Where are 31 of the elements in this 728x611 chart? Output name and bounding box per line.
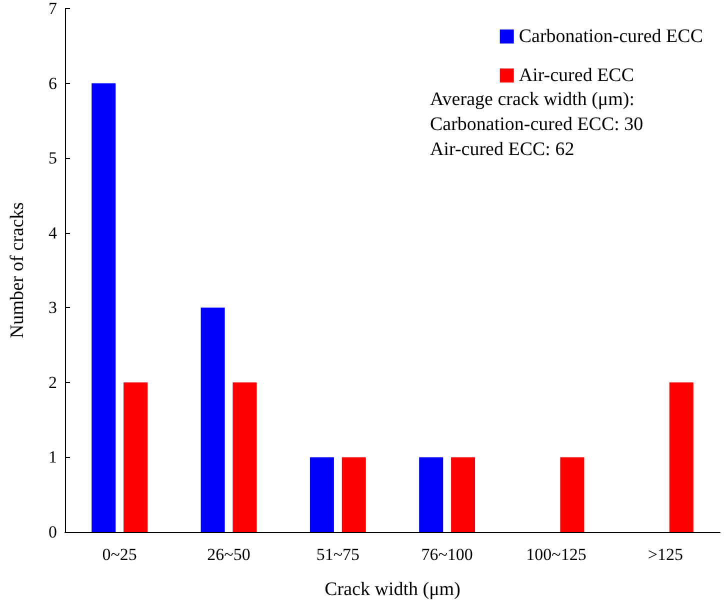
- y-tick-label: 6: [48, 74, 57, 93]
- y-tick-label: 4: [48, 223, 58, 242]
- bar: [310, 457, 334, 532]
- bar: [342, 457, 366, 532]
- x-tick-label: 76~100: [421, 545, 473, 564]
- x-tick-label: 100~125: [526, 545, 586, 564]
- x-tick-label: 51~75: [316, 545, 360, 564]
- bar: [451, 457, 476, 532]
- x-axis-title: Crack width (μm): [324, 579, 460, 600]
- bar: [92, 83, 116, 532]
- y-tick-label: 5: [48, 148, 57, 168]
- bar: [200, 308, 225, 532]
- x-tick-label: 26~50: [207, 545, 250, 564]
- annotation: Air-cured ECC: 62: [430, 139, 574, 160]
- bar: [232, 382, 257, 532]
- y-tick-label: 3: [48, 298, 57, 318]
- x-tick-label: >125: [648, 545, 683, 564]
- y-tick-label: 7: [48, 0, 58, 18]
- bar: [124, 382, 148, 532]
- legend-label: Air-cured ECC: [518, 65, 634, 86]
- y-axis-title: Number of cracks: [7, 202, 28, 338]
- y-tick-label: 2: [48, 372, 57, 392]
- x-tick-label: 0~25: [102, 545, 137, 564]
- annotation: Carbonation-cured ECC: 30: [430, 114, 644, 135]
- bar: [419, 457, 444, 532]
- annotation: Average crack width (μm):: [430, 89, 634, 110]
- y-tick-label: 1: [48, 448, 57, 467]
- legend-label: Carbonation-cured ECC: [518, 26, 704, 47]
- y-tick-label: 0: [48, 522, 57, 542]
- bar: [669, 382, 694, 532]
- bar: [560, 457, 584, 532]
